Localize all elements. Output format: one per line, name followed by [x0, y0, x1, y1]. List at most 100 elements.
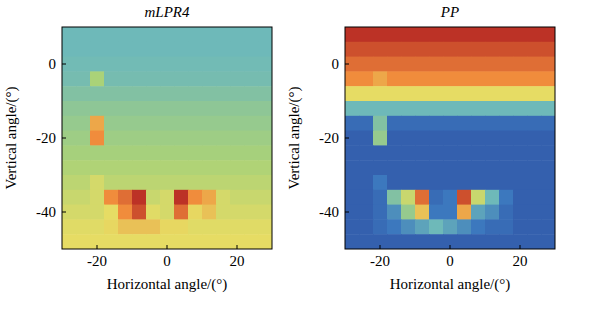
- heatmap-cell: [499, 57, 514, 72]
- heatmap-cell: [457, 219, 472, 234]
- heatmap-cell: [471, 57, 486, 72]
- heatmap-cell: [202, 160, 217, 175]
- heatmap-cell: [146, 131, 161, 146]
- heatmap-cell: [104, 160, 119, 175]
- heatmap-cell: [146, 234, 161, 249]
- heatmap-cell: [485, 160, 500, 175]
- heatmap-cell: [527, 219, 542, 234]
- heatmap-cell: [527, 86, 542, 101]
- heatmap-cell: [174, 42, 189, 57]
- heatmap-cell: [541, 27, 555, 42]
- heatmap-cell: [76, 219, 91, 234]
- heatmap-cell: [244, 131, 259, 146]
- heatmap-cell: [62, 145, 77, 160]
- heatmap-cell: [258, 190, 272, 205]
- heatmap-cell: [118, 205, 133, 220]
- heatmap-cell: [499, 175, 514, 190]
- x-tick-label: 20: [230, 253, 245, 269]
- heatmap-cell: [457, 145, 472, 160]
- heatmap-cells: [345, 27, 555, 249]
- heatmap-cell: [485, 190, 500, 205]
- heatmap-cell: [230, 175, 245, 190]
- heatmap-cell: [471, 131, 486, 146]
- heatmap-cell: [258, 42, 272, 57]
- heatmap-cell: [541, 219, 555, 234]
- heatmap-cell: [373, 205, 388, 220]
- heatmap-cell: [485, 42, 500, 57]
- heatmap-cell: [541, 86, 555, 101]
- heatmap-cell: [146, 219, 161, 234]
- heatmap-cell: [118, 116, 133, 131]
- heatmap-cell: [527, 71, 542, 86]
- heatmap-cell: [62, 116, 77, 131]
- heatmap-cell: [230, 131, 245, 146]
- heatmap-cell: [513, 116, 528, 131]
- heatmap-cell: [373, 219, 388, 234]
- heatmap-cell: [513, 234, 528, 249]
- heatmap-cell: [118, 27, 133, 42]
- heatmap-cell: [174, 145, 189, 160]
- y-tick: [62, 64, 66, 65]
- heatmap-cell: [62, 42, 77, 57]
- heatmap-cell: [160, 71, 175, 86]
- heatmap-cell: [230, 27, 245, 42]
- heatmap-cell: [160, 42, 175, 57]
- heatmap-cell: [174, 86, 189, 101]
- heatmap-cell: [132, 71, 147, 86]
- heatmap-cell: [202, 205, 217, 220]
- heatmap-cell: [443, 190, 458, 205]
- heatmap-cell: [146, 190, 161, 205]
- heatmap-cell: [513, 219, 528, 234]
- heatmap-cell: [401, 27, 416, 42]
- heatmap-cell: [443, 145, 458, 160]
- y-tick-label: -40: [319, 204, 339, 220]
- heatmap-cell: [513, 57, 528, 72]
- heatmap-cell: [443, 205, 458, 220]
- heatmap-cell: [359, 145, 374, 160]
- heatmap-cell: [345, 160, 360, 175]
- heatmap-cell: [132, 131, 147, 146]
- heatmap-cell: [499, 160, 514, 175]
- heatmap-cell: [429, 101, 444, 116]
- heatmap-cell: [527, 234, 542, 249]
- y-axis-title: Vertical angle/(°): [3, 86, 20, 189]
- heatmap-cell: [230, 86, 245, 101]
- heatmap-cell: [415, 71, 430, 86]
- heatmap-cell: [345, 116, 360, 131]
- heatmap-cell: [174, 234, 189, 249]
- heatmap-cell: [513, 86, 528, 101]
- x-tick-label: -20: [370, 253, 390, 269]
- heatmap-cell: [345, 234, 360, 249]
- heatmap-cell: [485, 205, 500, 220]
- heatmap-cell: [90, 27, 105, 42]
- heatmap-cell: [230, 205, 245, 220]
- heatmap-cell: [443, 57, 458, 72]
- heatmap-cell: [457, 116, 472, 131]
- heatmap-cell: [104, 42, 119, 57]
- heatmap-cell: [202, 86, 217, 101]
- heatmap-cell: [485, 27, 500, 42]
- heatmap-cell: [527, 131, 542, 146]
- heatmap-cell: [373, 42, 388, 57]
- heatmap-cell: [485, 116, 500, 131]
- heatmap-cell: [443, 42, 458, 57]
- heatmap-cell: [230, 116, 245, 131]
- heatmap-cell: [146, 27, 161, 42]
- heatmap-cell: [132, 190, 147, 205]
- heatmap-cell: [401, 71, 416, 86]
- heatmap-cell: [443, 27, 458, 42]
- heatmap-cell: [527, 205, 542, 220]
- heatmap-cell: [104, 27, 119, 42]
- x-tick: [380, 245, 381, 249]
- heatmap-cell: [527, 27, 542, 42]
- heatmap-cell: [202, 190, 217, 205]
- heatmap-cell: [401, 101, 416, 116]
- heatmap-cell: [345, 190, 360, 205]
- heatmap-cell: [188, 57, 203, 72]
- heatmap-cell: [90, 234, 105, 249]
- heatmap-cell: [160, 101, 175, 116]
- heatmap-cell: [485, 86, 500, 101]
- heatmap-cell: [401, 57, 416, 72]
- y-tick: [62, 212, 66, 213]
- heatmap-cell: [401, 160, 416, 175]
